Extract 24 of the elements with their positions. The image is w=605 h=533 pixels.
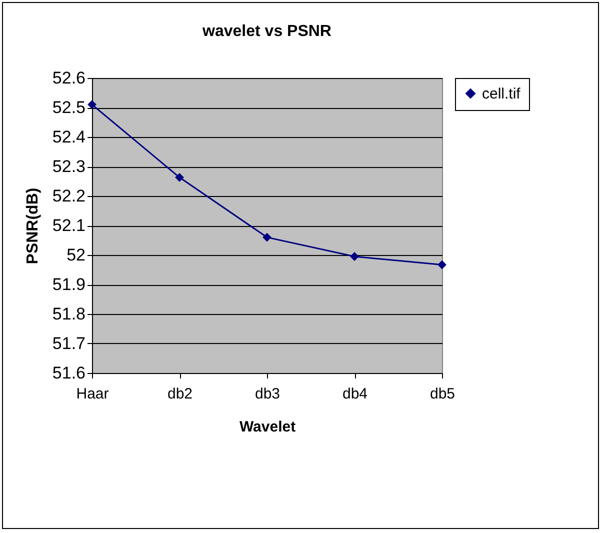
y-tick-label: 52.2 — [52, 186, 86, 206]
y-axis-title: PSNR(dB) — [24, 188, 42, 264]
y-tick-label: 52.4 — [52, 128, 86, 146]
y-tick-label: 51.9 — [52, 275, 86, 294]
y-tick-label: 52.6 — [52, 68, 86, 88]
point — [262, 232, 272, 242]
x-tick-label: db3 — [254, 386, 280, 402]
point — [438, 260, 446, 270]
y-tick-label: 51.8 — [52, 304, 86, 324]
y-tick-label: 51.6 — [52, 364, 86, 382]
point — [350, 252, 359, 261]
point — [175, 172, 184, 182]
x-tick-label: Haar — [76, 386, 109, 402]
x-axis-title: Wavelet — [239, 418, 296, 436]
legend-label: cell.tif — [482, 86, 522, 102]
y-tick-label: 51.7 — [52, 334, 86, 353]
y-tick-label: 52.1 — [52, 216, 86, 235]
x-tick-label: db5 — [430, 386, 456, 402]
x-tick-label: db2 — [167, 386, 193, 402]
y-tick-label: 52.5 — [52, 98, 86, 117]
chart-title: wavelet vs PSNR — [202, 23, 332, 40]
x-tick-label: db4 — [342, 386, 368, 402]
y-tick-label: 52.3 — [52, 157, 86, 176]
y-tick-label: 52 — [66, 246, 86, 264]
